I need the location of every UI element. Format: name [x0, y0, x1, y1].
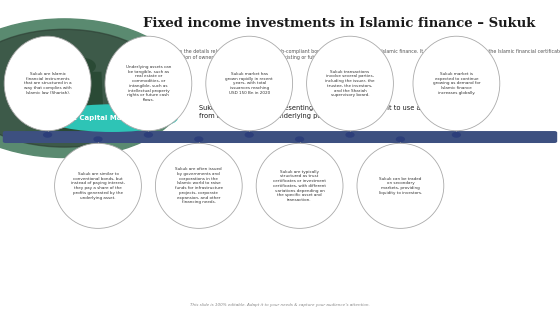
Text: Sukuk is a certificate representing ownership of or a right to use and  benefit
: Sukuk is a certificate representing owne…: [199, 105, 457, 119]
Text: Sukuk are often issued
by governments and
corporations in the
Islamic world to r: Sukuk are often issued by governments an…: [175, 167, 223, 204]
Circle shape: [452, 133, 460, 137]
Text: Sukuk market is
expected to continue
growing as demand for
Islamic finance
incre: Sukuk market is expected to continue gro…: [432, 72, 480, 95]
Text: Sukuk are similar to
conventional bonds, but
instead of paying interest,
they pa: Sukuk are similar to conventional bonds,…: [71, 172, 125, 200]
Circle shape: [67, 58, 95, 74]
Text: Underlying assets can
be tangible, such as
real estate or
commodities, or
intang: Underlying assets can be tangible, such …: [125, 65, 171, 102]
Circle shape: [144, 133, 152, 137]
Text: Fixed income investments in Islamic finance – Sukuk: Fixed income investments in Islamic fina…: [143, 17, 535, 30]
Circle shape: [195, 137, 203, 141]
Ellipse shape: [206, 36, 293, 131]
Text: Sukuk transactions
involve several parties,
including the issuer, the
trustee, t: Sukuk transactions involve several parti…: [325, 70, 375, 97]
Text: This slide covers the details related to the sukuk, a Shariah-compliant bond-lik: This slide covers the details related to…: [143, 49, 560, 60]
Text: Sukuk market has
grown rapidly in recent
years, with total
issuances reaching
US: Sukuk market has grown rapidly in recent…: [225, 72, 273, 95]
Text: This slide is 100% editable. Adapt it to your needs & capture your audience’s at: This slide is 100% editable. Adapt it to…: [190, 303, 370, 307]
Circle shape: [94, 137, 102, 141]
Ellipse shape: [4, 36, 91, 131]
Circle shape: [0, 19, 188, 158]
Ellipse shape: [46, 104, 178, 132]
Polygon shape: [59, 72, 104, 135]
Ellipse shape: [256, 143, 343, 228]
Text: Sukuk are Islamic
financial instruments
that are structured in a
way that compli: Sukuk are Islamic financial instruments …: [24, 72, 72, 95]
Text: Sukuk are typically
structured as trust
certificates or investment
certificates,: Sukuk are typically structured as trust …: [273, 169, 326, 202]
Circle shape: [396, 137, 404, 141]
Ellipse shape: [155, 143, 242, 228]
Ellipse shape: [413, 36, 500, 131]
Ellipse shape: [105, 36, 192, 131]
Circle shape: [346, 133, 354, 137]
Polygon shape: [25, 94, 70, 139]
Text: Islamic Capital Markets – Sukuk: Islamic Capital Markets – Sukuk: [49, 115, 175, 121]
Circle shape: [296, 137, 304, 141]
Circle shape: [245, 133, 253, 137]
Ellipse shape: [357, 143, 444, 228]
FancyBboxPatch shape: [3, 131, 557, 143]
Circle shape: [0, 29, 169, 147]
Text: Sukuk can be traded
on secondary
markets, providing
liquidity to investors.: Sukuk can be traded on secondary markets…: [379, 177, 422, 195]
Ellipse shape: [307, 36, 393, 131]
Circle shape: [44, 133, 52, 137]
Ellipse shape: [55, 143, 141, 228]
Circle shape: [35, 81, 60, 95]
